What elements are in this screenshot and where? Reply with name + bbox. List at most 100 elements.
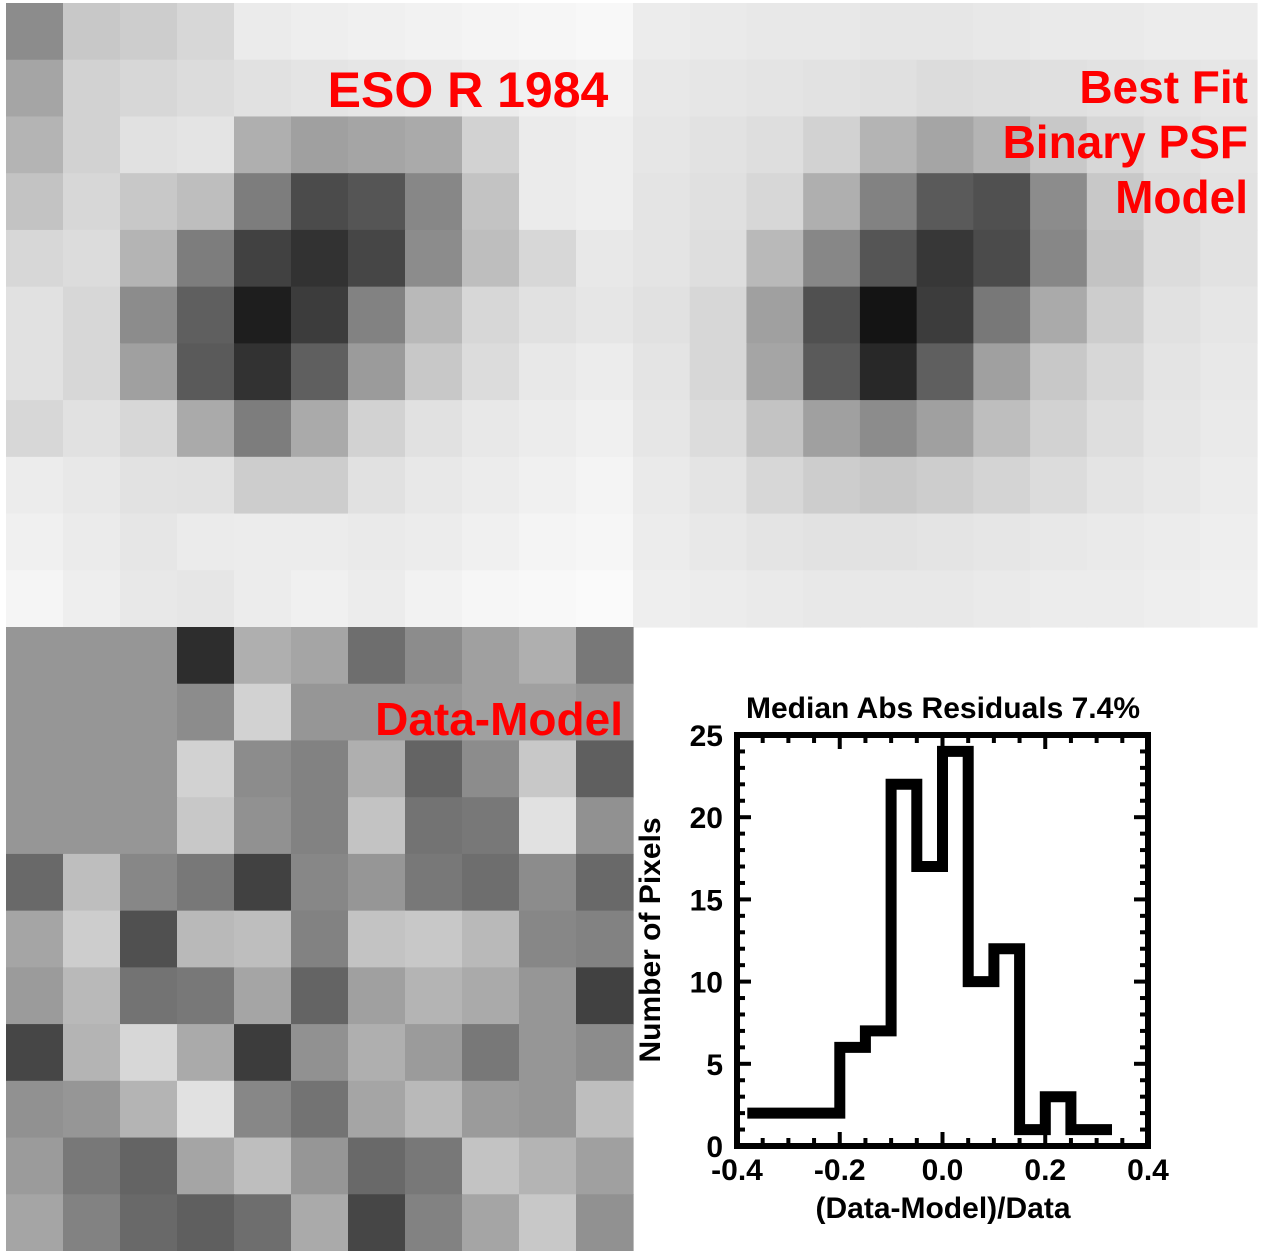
model-image-pixel: [633, 116, 691, 174]
model-image-pixel: [916, 59, 974, 118]
residual-image-pixel: [63, 683, 121, 742]
model-image-pixel: [1086, 513, 1145, 571]
data-image-pixel: [348, 229, 406, 288]
data-image-pixel: [6, 570, 64, 628]
model-image-pixel: [1030, 116, 1088, 174]
model-image-pixel: [1030, 173, 1088, 231]
residual-image-pixel: [348, 683, 406, 742]
data-image-pixel: [177, 513, 235, 571]
residual-image-pixel: [120, 967, 178, 1025]
residual-image-pixel: [462, 683, 520, 742]
model-image-pixel: [1030, 3, 1088, 61]
data-image-pixel: [291, 570, 349, 628]
model-image-pixel: [1030, 59, 1088, 118]
model-image-pixel: [916, 570, 974, 628]
model-image-pixel: [859, 3, 918, 61]
model-image-pixel: [1086, 343, 1145, 401]
plot-frame: [734, 732, 1151, 1149]
residual-image-pixel: [120, 740, 178, 798]
model-image-pixel: [746, 116, 804, 174]
residual-image-pixel: [63, 1024, 121, 1082]
model-image-pixel: [973, 3, 1031, 61]
model-image-pixel: [916, 456, 974, 515]
data-image-pixel: [6, 59, 64, 118]
data-image-pixel: [63, 59, 121, 118]
model-image-pixel: [633, 400, 691, 458]
model-image-pixel: [689, 3, 748, 61]
histogram-outline: [747, 745, 1112, 1136]
data-image-pixel: [177, 456, 235, 515]
model-image-pixel: [1200, 116, 1258, 174]
data-image-pixel: [462, 3, 520, 61]
data-image-pixel: [177, 343, 235, 401]
model-image-pixel: [859, 570, 918, 628]
model-image-pixel: [1200, 229, 1258, 288]
model-image-pixel: [803, 456, 861, 515]
data-image-pixel: [519, 456, 577, 515]
model-image-pixel: [746, 570, 804, 628]
residual-image-pixel: [348, 1194, 406, 1251]
x-tick-label: -0.4: [711, 1154, 763, 1187]
data-image-pixel: [63, 456, 121, 515]
data-image-pixel: [291, 3, 349, 61]
data-image-pixel: [462, 173, 520, 231]
residual-image-pixel: [519, 853, 577, 912]
data-image-pixel: [63, 173, 121, 231]
model-image-pixel: [803, 343, 861, 401]
residual-image-pixel: [405, 1024, 463, 1082]
residual-image-pixel: [519, 1080, 577, 1139]
residual-image-pixel: [63, 627, 121, 685]
model-image-pixel: [803, 173, 861, 231]
model-image-pixel: [973, 400, 1031, 458]
residual-image-pixel: [462, 853, 520, 912]
data-image-pixel: [519, 286, 577, 344]
model-image-pixel: [689, 570, 748, 628]
model-image-pixel: [746, 343, 804, 401]
chart-title: Median Abs Residuals 7.4%: [746, 692, 1140, 725]
model-image-pixel: [859, 456, 918, 515]
data-image-pixel: [462, 570, 520, 628]
residual-image-pixel: [120, 853, 178, 912]
model-image-pixel: [973, 570, 1031, 628]
residual-image-pixel: [63, 910, 121, 968]
residual-image-pixel: [234, 797, 292, 855]
data-image-pixel: [462, 456, 520, 515]
residual-image-pixel: [462, 1194, 520, 1251]
residual-image-pixel: [576, 967, 634, 1025]
residual-image-pixel: [6, 627, 64, 685]
residual-image-pixel: [120, 683, 178, 742]
model-image-pixel: [973, 343, 1031, 401]
residual-image-pixel: [120, 1080, 178, 1139]
data-image-pixel: [63, 229, 121, 288]
data-image-pixel: [177, 59, 235, 118]
model-image-pixel: [973, 59, 1031, 118]
model-image-pixel: [1030, 570, 1088, 628]
data-image-pixel: [576, 456, 634, 515]
data-image-pixel: [63, 343, 121, 401]
model-image-pixel: [916, 3, 974, 61]
data-image-pixel: [63, 513, 121, 571]
data-image-pixel: [291, 173, 349, 231]
data-image-pixel: [177, 229, 235, 288]
model-image-pixel: [1086, 400, 1145, 458]
residual-image-pixel: [519, 967, 577, 1025]
data-image-pixel: [120, 3, 178, 61]
data-image-pixel: [234, 173, 292, 231]
residual-image-pixel: [234, 853, 292, 912]
model-image-pixel: [803, 59, 861, 118]
residual-image-pixel: [234, 1137, 292, 1195]
residual-image-pixel: [177, 1080, 235, 1139]
data-image-pixel: [405, 513, 463, 571]
residual-image-pixel: [462, 627, 520, 685]
model-image-pixel: [916, 286, 974, 344]
residual-image-pixel: [405, 683, 463, 742]
model-image-pixel: [746, 513, 804, 571]
data-image-pixel: [291, 456, 349, 515]
model-image-pixel: [859, 343, 918, 401]
model-image-pixel: [1143, 3, 1201, 61]
residual-image-pixel: [462, 1080, 520, 1139]
data-image-pixel: [576, 116, 634, 174]
y-tick-label: 0: [706, 1131, 723, 1164]
model-image-pixel: [1086, 456, 1145, 515]
model-panel-label-line-3: Model: [1115, 171, 1248, 223]
